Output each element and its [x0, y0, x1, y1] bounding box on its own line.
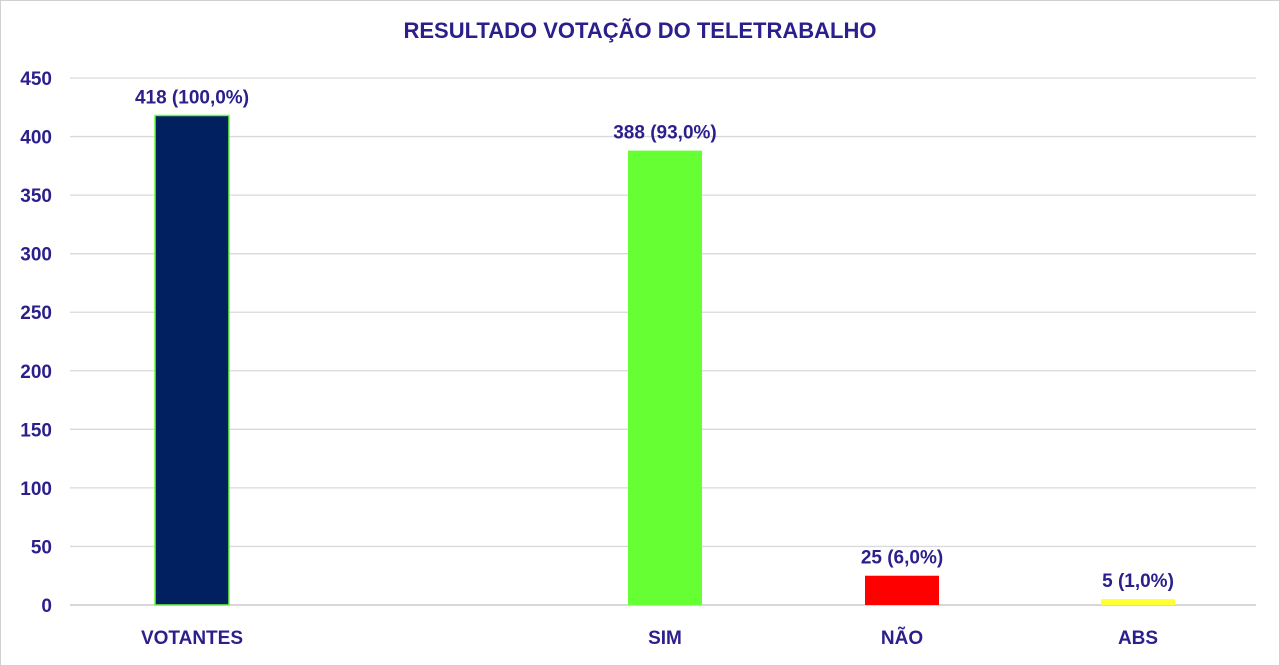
y-tick-label: 400	[20, 128, 52, 149]
bars	[154, 114, 1175, 606]
y-tick-label: 0	[41, 596, 52, 617]
y-tick-label: 450	[20, 69, 52, 90]
y-tick-label: 50	[31, 537, 52, 558]
y-tick-label: 100	[20, 479, 52, 500]
y-tick-label: 200	[20, 362, 52, 383]
bar-votantes	[154, 114, 230, 606]
data-label: 388 (93,0%)	[613, 123, 717, 144]
x-tick-label: NÃO	[881, 627, 923, 649]
data-label: 418 (100,0%)	[135, 87, 249, 108]
data-labels: 418 (100,0%) 388 (93,0%) 25 (6,0%) 5 (1,0%)	[135, 87, 1174, 592]
data-label: 25 (6,0%)	[861, 548, 943, 569]
bar-abs	[1101, 599, 1175, 605]
data-label: 5 (1,0%)	[1102, 571, 1174, 592]
y-tick-label: 300	[20, 245, 52, 266]
y-axis: 0 50 100 150 200 250 300 350 400 450	[20, 69, 52, 617]
y-tick-label: 350	[20, 186, 52, 207]
bar-não	[865, 575, 939, 605]
bar-sim	[628, 150, 702, 605]
x-tick-label: ABS	[1118, 628, 1158, 649]
y-tick-label: 150	[20, 420, 52, 441]
x-axis: VOTANTES SIM NÃO ABS	[141, 627, 1158, 649]
x-tick-label: SIM	[648, 628, 682, 649]
y-tick-label: 250	[20, 303, 52, 324]
x-tick-label: VOTANTES	[141, 628, 243, 649]
chart-title: RESULTADO VOTAÇÃO DO TELETRABALHO	[403, 18, 877, 43]
